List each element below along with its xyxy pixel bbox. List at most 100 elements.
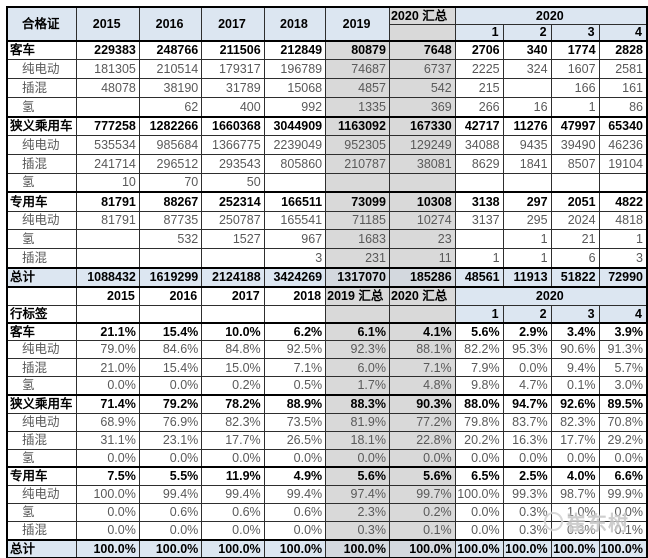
cell: 39490 — [550, 134, 600, 155]
header-month-4: 4 — [598, 23, 648, 42]
cell: 0.0% — [138, 376, 203, 396]
spacer-cell — [75, 305, 140, 324]
cell — [201, 248, 265, 269]
cell: 1317070 — [325, 266, 390, 288]
cell: 23 — [388, 229, 456, 250]
cell: 6.5% — [454, 466, 504, 486]
cell: 42717 — [454, 115, 504, 136]
cell: 2239049 — [263, 134, 327, 155]
header2-2019-total: 2019 汇总 — [325, 285, 390, 307]
cell: 229383 — [75, 40, 140, 61]
cell: 3.4% — [550, 321, 600, 342]
cell: 1366775 — [201, 134, 265, 155]
cell: 0.0% — [201, 448, 265, 468]
header-2020-group: 2020 — [454, 6, 648, 25]
cell: 535534 — [75, 134, 140, 155]
cell: 166 — [550, 78, 600, 99]
cell: 3 — [598, 248, 648, 269]
cell: 82.3% — [550, 412, 600, 432]
cell: 21.1% — [75, 321, 140, 342]
cell: 252314 — [201, 191, 265, 212]
cell: 81791 — [75, 191, 140, 212]
row-label: 氢 — [6, 448, 77, 468]
cell: 100.0% — [263, 538, 327, 558]
cell: 1 — [598, 229, 648, 250]
cell: 0.0% — [550, 448, 600, 468]
cell: 1 — [550, 97, 600, 118]
cell: 99.4% — [263, 484, 327, 505]
cell: 2051 — [550, 191, 600, 212]
header-year-2019: 2019 — [325, 6, 390, 42]
cell: 8629 — [454, 153, 504, 174]
cell: 6.2% — [263, 321, 327, 342]
cell — [263, 172, 327, 193]
cell: 241714 — [75, 153, 140, 174]
cell: 293543 — [201, 153, 265, 174]
cell: 1088432 — [75, 266, 140, 288]
cell: 167330 — [388, 115, 456, 136]
cell: 80879 — [325, 40, 390, 61]
cell: 340 — [502, 40, 552, 61]
table-row: 插混 3 231 11 1 1 6 3 — [6, 248, 648, 269]
cell: 0.0% — [454, 521, 504, 541]
cell: 100.0% — [550, 538, 600, 558]
cell: 47997 — [550, 115, 600, 136]
cell: 532 — [138, 229, 203, 250]
cell: 5.6% — [325, 466, 390, 486]
cell: 0.0% — [598, 448, 648, 468]
cell: 0.3% — [502, 521, 552, 541]
cell: 10 — [75, 172, 140, 193]
cell: 22.8% — [388, 430, 456, 450]
row-label: 总计 — [6, 266, 77, 288]
cell — [388, 172, 456, 193]
cell: 21 — [550, 229, 600, 250]
certificates-table: 合格证 2015 2016 2017 2018 2019 2020 汇总 202… — [6, 6, 648, 558]
cell: 92.5% — [263, 340, 327, 360]
cell: 90.3% — [388, 393, 456, 414]
cell: 0.0% — [325, 448, 390, 468]
cell: 2.9% — [502, 321, 552, 342]
cell: 231 — [325, 248, 390, 269]
table-row: 插混 31.1% 23.1% 17.7% 26.5% 18.1% 22.8% 20.2% 16.… — [6, 430, 648, 450]
cell: 88.9% — [263, 393, 327, 414]
cell: 100.0% — [75, 538, 140, 558]
cell: 0.0% — [263, 521, 327, 541]
header-year-2018: 2018 — [263, 6, 327, 42]
row-label: 纯电动 — [6, 59, 77, 80]
cell: 2.3% — [325, 503, 390, 523]
row-label: 氢 — [6, 376, 77, 396]
cell: 210787 — [325, 153, 390, 174]
header-year-2016: 2016 — [138, 6, 203, 42]
table2-header: 2015 2016 2017 2018 2019 汇总 2020 汇总 2020… — [6, 285, 648, 324]
cell: 4818 — [598, 210, 648, 231]
cell: 129249 — [388, 134, 456, 155]
row-label: 氢 — [6, 172, 77, 193]
cell: 196789 — [263, 59, 327, 80]
cell: 19104 — [598, 153, 648, 174]
cell: 1282266 — [138, 115, 203, 136]
cell: 92.3% — [325, 340, 390, 360]
header-month-1: 1 — [454, 23, 504, 42]
cell: 0.0% — [502, 448, 552, 468]
table-row: 客车 229383 248766 211506 212849 80879 7648 2706 3… — [6, 40, 648, 61]
cell: 51822 — [550, 266, 600, 288]
cell: 10.0% — [201, 321, 265, 342]
cell: 70 — [138, 172, 203, 193]
cell: 11913 — [502, 266, 552, 288]
cell: 15.0% — [201, 358, 265, 378]
cell: 18.1% — [325, 430, 390, 450]
cell: 1.0% — [550, 503, 600, 523]
cell: 11.9% — [201, 466, 265, 486]
row-label: 纯电动 — [6, 484, 77, 505]
cell — [454, 229, 504, 250]
spacer-cell — [201, 305, 265, 324]
table-row: 氢 0.0% 0.0% 0.2% 0.5% 1.7% 4.8% 9.8% 4.7% 0.1% 3.0… — [6, 376, 648, 396]
header2-month-2: 2 — [502, 305, 552, 324]
cell: 11276 — [502, 115, 552, 136]
cell: 6 — [550, 248, 600, 269]
header2-year-2018: 2018 — [263, 285, 327, 307]
table-row: 专用车 81791 88267 252314 166511 73099 10308 3138 2… — [6, 191, 648, 212]
header2-month-1: 1 — [454, 305, 504, 324]
cell: 3044909 — [263, 115, 327, 136]
cell: 71.4% — [75, 393, 140, 414]
